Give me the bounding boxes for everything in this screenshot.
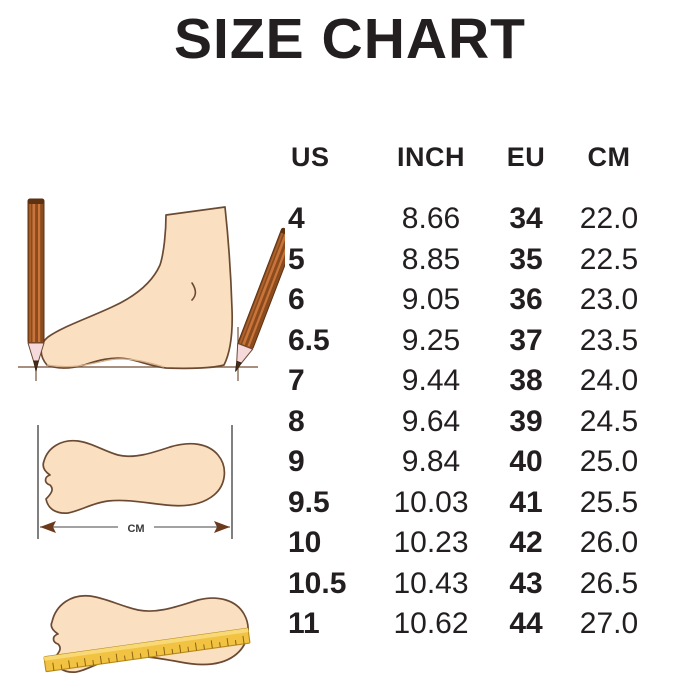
cell-us: 4 [288, 202, 305, 235]
cell-us: 9.5 [288, 485, 330, 519]
cell-cm: 26.5 [579, 566, 639, 600]
table-body: 4 8.66 34 22.0 5 8.85 35 22.5 6 9.05 36 … [283, 199, 653, 645]
cell-inch: 8.66 [401, 202, 461, 235]
table-row: 11 10.62 44 27.0 [283, 604, 653, 645]
cell-cm: 24.0 [579, 364, 639, 397]
cell-eu: 39 [509, 404, 543, 438]
ruler [43, 627, 251, 673]
cell-cm: 26.0 [579, 526, 639, 559]
table-row: 10.5 10.43 43 26.5 [283, 564, 653, 605]
cell-cm: 23.5 [579, 323, 639, 357]
table-row: 9.5 10.03 41 25.5 [283, 483, 653, 524]
table-row: 10 10.23 42 26.0 [283, 523, 653, 564]
table-row: 6 9.05 36 23.0 [283, 280, 653, 321]
cell-cm: 25.0 [579, 445, 639, 478]
cell-us: 8 [288, 404, 305, 438]
cell-eu: 40 [509, 445, 543, 478]
cell-inch: 10.23 [393, 526, 469, 559]
cell-eu: 34 [509, 202, 543, 235]
cell-inch: 9.44 [401, 364, 461, 397]
page-title: SIZE CHART [174, 7, 526, 71]
table-row: 9 9.84 40 25.0 [283, 442, 653, 483]
cell-inch: 10.62 [393, 607, 469, 640]
cell-cm: 22.5 [579, 242, 639, 276]
cell-us: 10 [288, 526, 322, 559]
cell-inch: 9.05 [401, 283, 461, 316]
table-row: 5 8.85 35 22.5 [283, 240, 653, 281]
sole-shading [46, 358, 165, 368]
cell-us: 6 [288, 283, 305, 316]
cell-eu: 35 [509, 242, 543, 276]
cell-eu: 37 [509, 323, 543, 357]
size-chart-table: US INCH EU CM 4 8.66 34 22.0 5 8.85 35 2… [283, 142, 653, 645]
illustration-panel: CM [0, 185, 285, 700]
cell-us: 7 [288, 364, 305, 397]
cell-us: 6.5 [288, 323, 330, 357]
cell-us: 5 [288, 242, 305, 276]
cell-eu: 41 [509, 485, 543, 519]
cell-eu: 42 [509, 526, 543, 559]
foot-side-shape [40, 206, 234, 370]
cell-cm: 22.0 [579, 202, 639, 235]
footprint-cm-dimension-illustration: CM [0, 413, 285, 553]
pencil-right [235, 227, 285, 372]
cell-inch: 9.25 [401, 323, 461, 357]
size-chart-table-wrapper: US INCH EU CM 4 8.66 34 22.0 5 8.85 35 2… [283, 142, 683, 645]
column-header-cm: CM [587, 142, 631, 172]
cell-cm: 23.0 [579, 283, 639, 316]
cell-inch: 9.64 [401, 404, 461, 438]
cell-cm: 25.5 [579, 485, 639, 519]
table-row: 8 9.64 39 24.5 [283, 402, 653, 443]
cell-eu: 36 [509, 283, 543, 316]
heel-crease [191, 282, 197, 301]
cell-cm: 27.0 [579, 607, 639, 640]
cell-eu: 43 [509, 566, 543, 600]
table-row: 7 9.44 38 24.0 [283, 361, 653, 402]
cm-dimension-label: CM [127, 523, 144, 535]
pencil-left [27, 198, 45, 372]
cell-us: 10.5 [288, 566, 347, 600]
cell-inch: 10.43 [393, 566, 469, 600]
cell-inch: 9.84 [401, 445, 461, 478]
table-row: 4 8.66 34 22.0 [283, 199, 653, 240]
cell-us: 9 [288, 445, 305, 478]
footprint-ruler-illustration [0, 570, 285, 695]
cell-inch: 8.85 [401, 242, 461, 276]
column-header-us: US [291, 142, 330, 172]
cell-inch: 10.03 [393, 485, 469, 519]
foot-side-view-with-pencils-illustration [0, 185, 285, 400]
table-row: 6.5 9.25 37 23.5 [283, 321, 653, 362]
cm-arrow-right [214, 521, 230, 533]
column-header-eu: EU [506, 142, 546, 172]
table-header-row: US INCH EU CM [283, 142, 653, 199]
cell-eu: 44 [509, 607, 543, 640]
cell-cm: 24.5 [579, 404, 639, 438]
cell-eu: 38 [509, 364, 543, 397]
footprint-shape [42, 439, 226, 514]
column-header-inch: INCH [397, 142, 465, 172]
cell-us: 11 [288, 607, 320, 640]
cm-arrow-left [40, 521, 56, 533]
